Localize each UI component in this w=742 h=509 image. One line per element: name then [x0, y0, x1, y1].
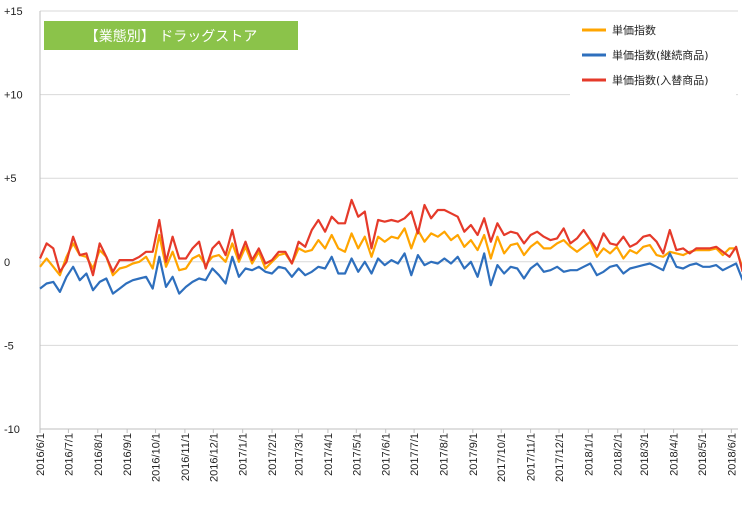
y-tick-label: +10 — [4, 90, 23, 102]
x-tick-label: 2016/8/1 — [93, 433, 105, 476]
x-tick-label: 2018/5/1 — [697, 433, 709, 476]
x-tick-label: 2016/7/1 — [63, 433, 75, 476]
x-tick-label: 2017/8/1 — [438, 433, 450, 476]
y-tick-label: -5 — [4, 340, 14, 352]
x-tick-label: 2017/3/1 — [294, 433, 306, 476]
axes — [39, 11, 738, 430]
legend-label-2: 単価指数(継続商品) — [612, 48, 709, 62]
x-tick-label: 2018/6/1 — [726, 433, 738, 476]
x-tick-label: 2017/6/1 — [381, 433, 393, 476]
x-tick-label: 2017/10/1 — [496, 433, 508, 482]
y-tick-label: 0 — [4, 257, 10, 269]
series-line-1 — [39, 227, 742, 277]
legend-label-1: 単価指数 — [612, 23, 656, 37]
x-tick-label: 2016/9/1 — [122, 433, 134, 476]
x-tick-label: 2018/4/1 — [669, 433, 681, 476]
y-axis-tick-labels: +15 +10 +5 0 -5 -10 — [4, 6, 23, 436]
x-tick-label: 2017/4/1 — [323, 433, 335, 476]
x-tick-label: 2016/11/1 — [180, 433, 192, 481]
chart-title: 【業態別】 ドラッグストア — [44, 21, 298, 50]
series-line-2 — [39, 252, 742, 295]
x-tick-label: 2016/12/1 — [208, 433, 220, 482]
legend-label-3: 単価指数(入替商品) — [612, 73, 709, 87]
x-tick-label: 2017/2/1 — [267, 433, 279, 476]
y-tick-label: +5 — [4, 173, 17, 185]
x-tick-label: 2017/5/1 — [351, 433, 363, 476]
y-tick-label: -10 — [4, 424, 20, 436]
x-tick-label: 2016/10/1 — [151, 433, 163, 482]
x-tick-label: 2016/6/1 — [35, 433, 47, 476]
x-tick-label: 2018/1/1 — [583, 433, 595, 476]
x-tick-label: 2017/1/1 — [238, 433, 250, 476]
x-tick-label: 2018/2/1 — [613, 433, 625, 476]
x-tick-label: 2018/3/1 — [639, 433, 651, 476]
x-tick-label: 2017/7/1 — [409, 433, 421, 476]
series-lines — [38, 198, 742, 295]
x-tick-label: 2017/11/1 — [526, 433, 538, 481]
x-axis-tick-labels: 2016/6/1 2016/7/1 2016/8/1 2016/9/1 2016/10/… — [35, 429, 738, 482]
x-tick-label: 2017/9/1 — [468, 433, 480, 476]
x-tick-label: 2017/12/1 — [554, 433, 566, 482]
y-tick-label: +15 — [4, 6, 23, 18]
series-line-3 — [38, 198, 742, 277]
